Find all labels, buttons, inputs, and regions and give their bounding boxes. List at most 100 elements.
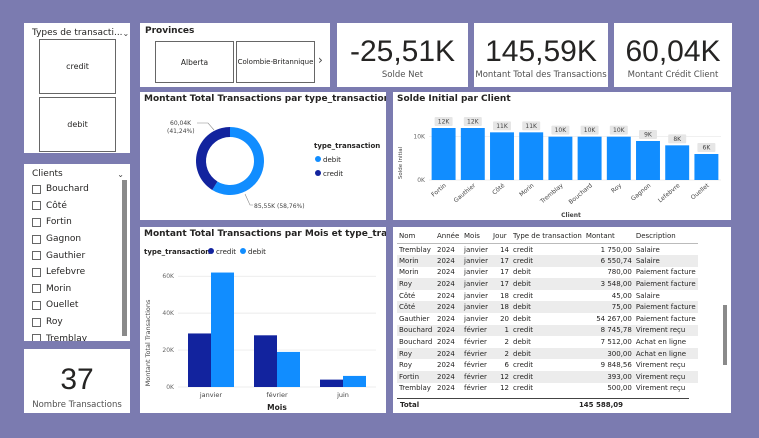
- province-slicer: Provinces Alberta Colombie-Britannique ›: [140, 23, 330, 87]
- table-row[interactable]: Tremblay 2024 janvier 14 credit 1 750,00 Salai…: [397, 244, 698, 256]
- table-row[interactable]: Côté 2024 janvier 18 debit 75,00 Paiement fact…: [397, 301, 698, 313]
- table-cell: 2024: [435, 301, 462, 313]
- column-header[interactable]: Mois: [462, 232, 491, 244]
- table-cell: 1 750,00: [584, 244, 634, 256]
- client-item[interactable]: Côté: [32, 198, 130, 215]
- table-row[interactable]: Côté 2024 janvier 18 credit 45,00 Salaire: [397, 290, 698, 302]
- monthly-bar-debit[interactable]: [343, 376, 366, 387]
- client-item[interactable]: Roy: [32, 314, 130, 331]
- monthly-bar-debit[interactable]: [211, 273, 234, 387]
- kpi-solde-net-label: Solde Net: [337, 70, 468, 80]
- checkbox-icon[interactable]: [32, 268, 41, 277]
- client-item[interactable]: Morin: [32, 281, 130, 298]
- chevron-down-icon[interactable]: ⌄: [123, 29, 130, 38]
- monthly-bar-debit[interactable]: [277, 352, 300, 387]
- client-item[interactable]: Bouchard: [32, 181, 130, 198]
- chevron-down-icon[interactable]: ⌄: [117, 170, 124, 179]
- client-item[interactable]: Ouellet: [32, 297, 130, 314]
- kpi-montant-total: 145,59K Montant Total des Transactions: [474, 23, 608, 87]
- table-cell: février: [462, 348, 491, 360]
- table-row[interactable]: Bouchard 2024 février 1 credit 8 745,78 Vireme…: [397, 325, 698, 337]
- monthly-bar-credit[interactable]: [320, 380, 343, 387]
- table-cell: 2024: [435, 267, 462, 279]
- solde-bar[interactable]: [636, 141, 660, 180]
- solde-bar[interactable]: [607, 137, 631, 180]
- monthly-legend-debit-label[interactable]: debit: [248, 248, 266, 256]
- table-cell: Virement reçu: [634, 383, 698, 395]
- donut-label-credit: 60,04K (41,24%): [167, 120, 195, 135]
- client-item-label: Tremblay: [46, 334, 87, 341]
- table-row[interactable]: Tremblay 2024 février 12 credit 500,00 Viremen…: [397, 383, 698, 395]
- solde-data-label: 11K: [496, 123, 509, 130]
- table-row[interactable]: Morin 2024 janvier 17 debit 780,00 Paiement fa…: [397, 267, 698, 279]
- checkbox-icon[interactable]: [32, 301, 41, 310]
- solde-bar[interactable]: [490, 132, 514, 180]
- client-item[interactable]: Lefebvre: [32, 264, 130, 281]
- client-item[interactable]: Gauthier: [32, 247, 130, 264]
- column-header[interactable]: Montant: [584, 232, 634, 244]
- table-cell: février: [462, 336, 491, 348]
- solde-bar[interactable]: [665, 145, 689, 180]
- client-item-label: Roy: [46, 317, 63, 327]
- legend-debit-marker: [315, 156, 321, 162]
- table-scrollbar[interactable]: [723, 305, 727, 365]
- solde-bar[interactable]: [461, 128, 485, 180]
- scrollbar[interactable]: [122, 180, 127, 336]
- solde-data-label: 10K: [613, 127, 626, 134]
- table-cell: janvier: [462, 301, 491, 313]
- donut-leader-credit: [197, 123, 214, 130]
- solde-bar[interactable]: [432, 128, 456, 180]
- checkbox-icon[interactable]: [32, 334, 41, 341]
- solde-data-label: 9K: [644, 132, 653, 139]
- table-row[interactable]: Fortin 2024 février 12 credit 393,00 Virement …: [397, 371, 698, 383]
- table-cell: Salaire: [634, 290, 698, 302]
- table-cell: Roy: [397, 278, 435, 290]
- table-row[interactable]: Roy 2024 janvier 17 debit 3 548,00 Paiement fa…: [397, 278, 698, 290]
- type-tile-debit[interactable]: debit: [39, 97, 116, 152]
- table-cell: credit: [511, 383, 584, 395]
- table-row[interactable]: Roy 2024 février 2 debit 300,00 Achat en ligne: [397, 348, 698, 360]
- monthly-bar-credit[interactable]: [188, 333, 211, 387]
- column-header[interactable]: Nom: [397, 232, 435, 244]
- table-cell: Morin: [397, 267, 435, 279]
- column-header[interactable]: Année: [435, 232, 462, 244]
- client-item[interactable]: Gagnon: [32, 231, 130, 248]
- monthly-bar-credit[interactable]: [254, 335, 277, 387]
- checkbox-icon[interactable]: [32, 201, 41, 210]
- solde-bar[interactable]: [694, 154, 718, 180]
- table-cell: 12: [491, 383, 511, 395]
- checkbox-icon[interactable]: [32, 284, 41, 293]
- solde-bar[interactable]: [548, 137, 572, 180]
- monthly-legend-credit-label[interactable]: credit: [216, 248, 236, 256]
- legend-credit-label[interactable]: credit: [323, 170, 343, 178]
- table-cell: janvier: [462, 278, 491, 290]
- table-row[interactable]: Gauthier 2024 janvier 20 debit 54 267,00 Paiem…: [397, 313, 698, 325]
- type-tile-credit[interactable]: credit: [39, 39, 116, 94]
- checkbox-icon[interactable]: [32, 185, 41, 194]
- client-item-label: Morin: [46, 284, 71, 294]
- column-header[interactable]: Description: [634, 232, 698, 244]
- checkbox-icon[interactable]: [32, 218, 41, 227]
- checkbox-icon[interactable]: [32, 235, 41, 244]
- table-row[interactable]: Bouchard 2024 février 2 debit 7 512,00 Achat e…: [397, 336, 698, 348]
- province-tile-colombie[interactable]: Colombie-Britannique: [236, 41, 315, 83]
- donut-chart: 60,04K (41,24%) 85,55K (58,76%) type_trans…: [140, 108, 386, 220]
- table-cell: février: [462, 325, 491, 337]
- table-row[interactable]: Roy 2024 février 6 credit 9 848,56 Virement re…: [397, 359, 698, 371]
- client-item[interactable]: Tremblay: [32, 330, 130, 341]
- checkbox-icon[interactable]: [32, 318, 41, 327]
- chevron-right-icon[interactable]: ›: [318, 53, 323, 67]
- solde-bar[interactable]: [578, 137, 602, 180]
- table-cell: Roy: [397, 348, 435, 360]
- client-item[interactable]: Fortin: [32, 214, 130, 231]
- province-tile-alberta[interactable]: Alberta: [155, 41, 234, 83]
- solde-bar[interactable]: [519, 132, 543, 180]
- table-total-row: Total 145 588,09: [397, 398, 689, 411]
- legend-debit-label[interactable]: debit: [323, 156, 341, 164]
- column-header[interactable]: Jour: [491, 232, 511, 244]
- column-header[interactable]: Type de transaction: [511, 232, 584, 244]
- checkbox-icon[interactable]: [32, 251, 41, 260]
- donut-slice-credit[interactable]: [196, 127, 230, 190]
- table-row[interactable]: Morin 2024 janvier 17 credit 6 550,74 Salaire: [397, 255, 698, 267]
- solde-x-tick: Morin: [518, 182, 536, 198]
